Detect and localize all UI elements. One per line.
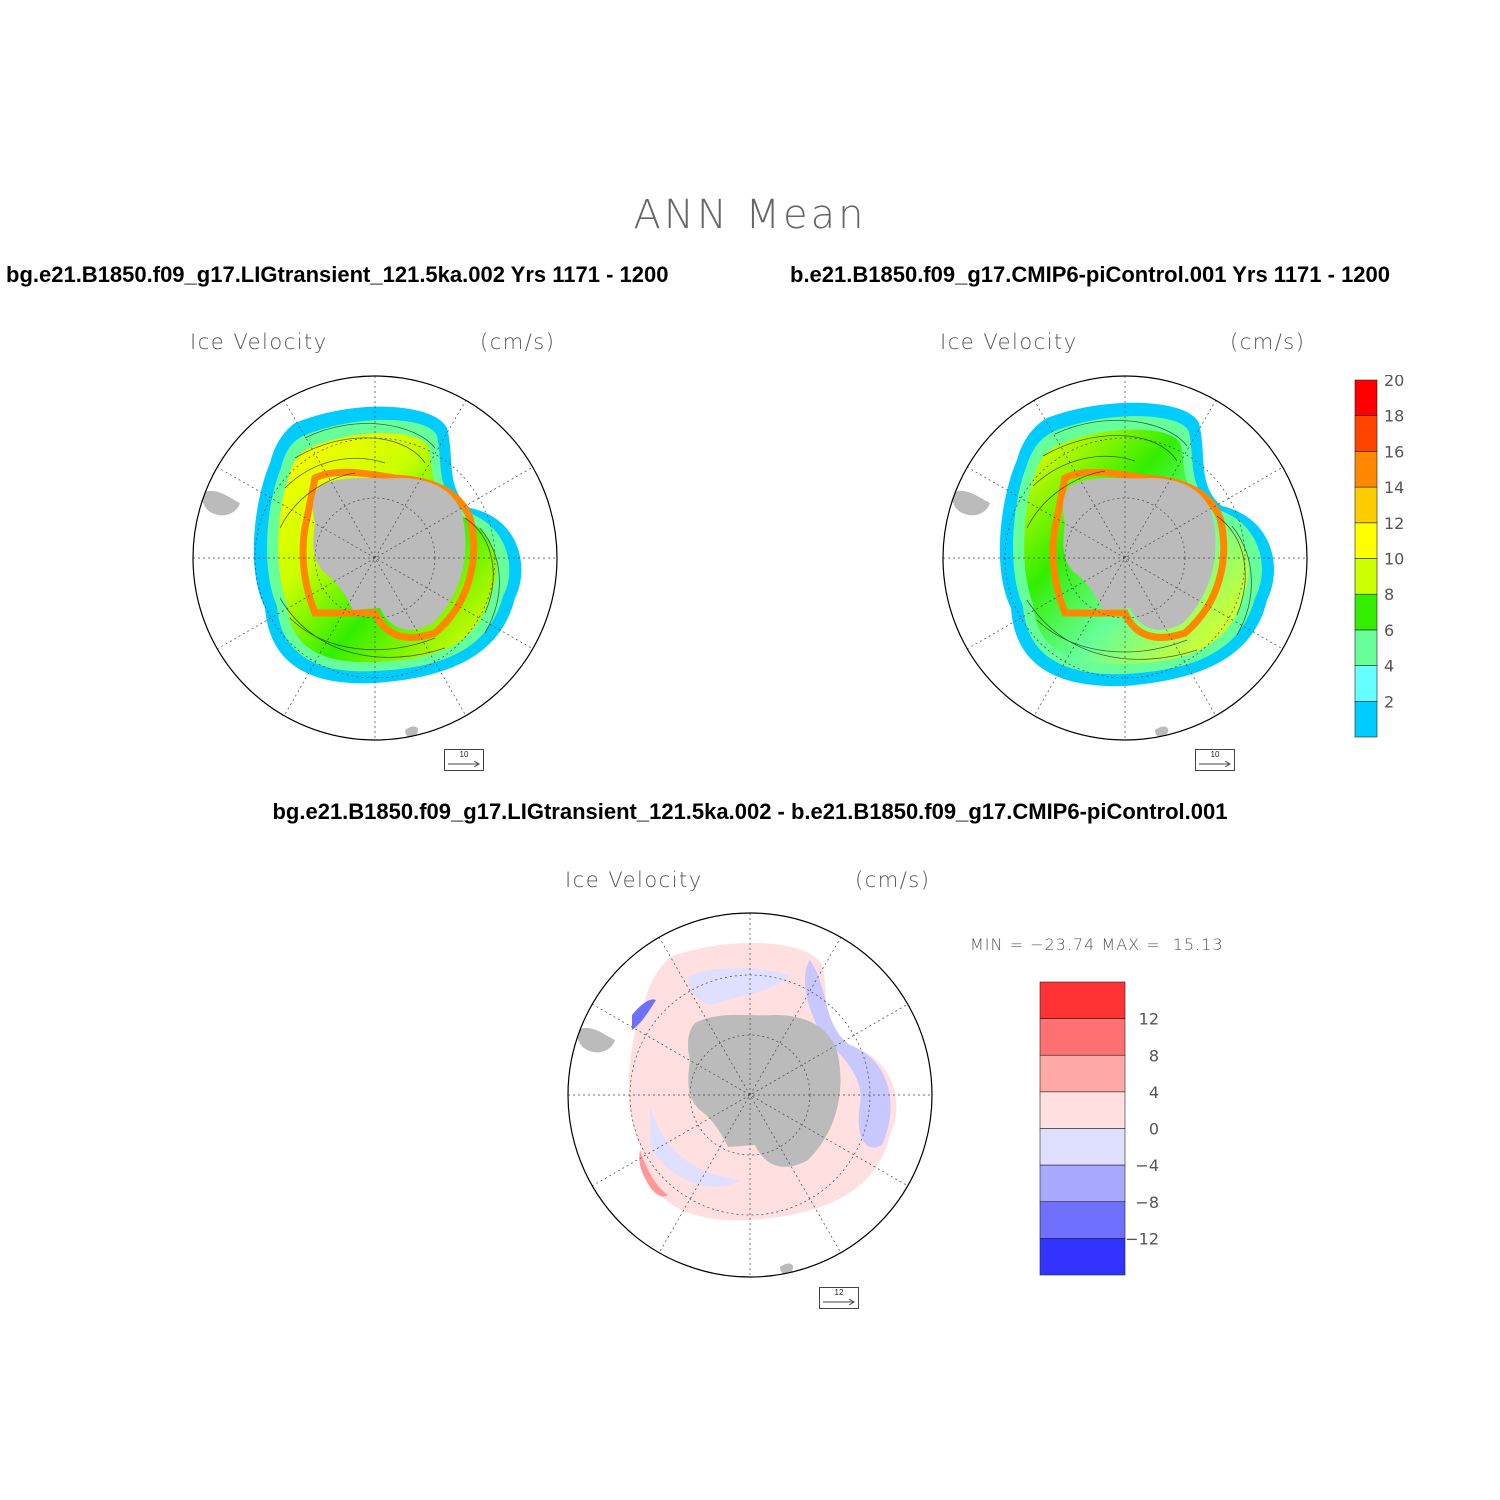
case2-units-label: (cm/s)	[1230, 330, 1306, 354]
colorbar-swatch	[1039, 1091, 1126, 1129]
fast-ice-band	[1049, 468, 1228, 641]
colorbar-swatch	[1354, 522, 1378, 559]
diff-map	[567, 912, 933, 1278]
colorbar-swatch	[1354, 665, 1378, 702]
colorbar-tick-label: 2	[1384, 692, 1394, 711]
colorbar-tick-label: 8	[1149, 1046, 1159, 1065]
antarctica-land	[1062, 477, 1216, 630]
colorbar-tick-label: 4	[1384, 657, 1394, 676]
case1-title: bg.e21.B1850.f09_g17.LIGtransient_121.5k…	[6, 262, 669, 287]
fast-ice-band	[299, 468, 478, 641]
case2-map-contents	[943, 376, 1307, 740]
antarctica-land	[312, 477, 466, 630]
case1-map	[192, 375, 558, 741]
reference-vector-label: 10	[459, 750, 469, 759]
colorbar-swatch	[1354, 593, 1378, 631]
diff-negative-patch	[804, 960, 891, 1148]
diff-negative-patch	[688, 968, 790, 1005]
colorbar-tick-label: 10	[1384, 550, 1404, 569]
arrow-right-icon	[1199, 761, 1231, 767]
reference-vector-label: 12	[834, 1288, 844, 1297]
colorbar-tick-label: −8	[1135, 1193, 1159, 1212]
graticule	[193, 376, 557, 740]
colorbar-swatch	[1039, 1054, 1126, 1093]
reference-vector-label: 10	[1210, 750, 1220, 759]
colorbar-swatch	[1354, 415, 1378, 452]
diff-field-label: Ice Velocity	[565, 868, 703, 892]
figure-title: ANN Mean	[633, 192, 867, 238]
south-america-land	[202, 490, 240, 516]
diff-units-label: (cm/s)	[855, 868, 931, 892]
graticule	[568, 913, 932, 1277]
colorbar-swatch	[1039, 981, 1126, 1019]
colorbar-swatch	[1039, 1128, 1126, 1166]
colorbar-swatch	[1039, 1164, 1126, 1203]
colorbar-swatch	[1039, 1201, 1126, 1239]
max-label: MAX =	[1101, 935, 1161, 954]
case1-field-label: Ice Velocity	[190, 330, 328, 354]
colorbar-tick-label: −12	[1125, 1229, 1159, 1248]
case2-map	[942, 375, 1308, 741]
colorbar-swatch	[1039, 1238, 1126, 1276]
antarctica-land	[687, 1014, 841, 1167]
colorbar-tick-label: 0	[1149, 1120, 1159, 1139]
diff-negative-patch	[650, 1105, 740, 1187]
new-zealand-land	[780, 1263, 794, 1275]
min-label: MIN =	[970, 935, 1024, 954]
case2-field-label: Ice Velocity	[940, 330, 1078, 354]
colorbar-tick-label: 4	[1149, 1083, 1159, 1102]
diff-title: bg.e21.B1850.f09_g17.LIGtransient_121.5k…	[272, 799, 1228, 824]
colorbar-ice-speed-difference: 12 8 4 0 −4 −8 −12	[1039, 981, 1159, 1276]
diff-reference-vector: 12	[819, 1287, 859, 1309]
colorbar-tick-label: 14	[1384, 478, 1404, 497]
new-zealand-land	[1155, 726, 1169, 738]
diff-positive-patch	[639, 1150, 668, 1197]
case1-reference-vector: 10	[444, 749, 484, 771]
new-zealand-land	[405, 726, 419, 738]
colorbar-tick-label: 16	[1384, 442, 1404, 461]
colorbar-tick-label: 12	[1139, 1010, 1159, 1029]
arrow-right-icon	[448, 761, 480, 767]
diff-min-max: MIN = −23.74 MAX = 15.13	[970, 935, 1224, 954]
diff-negative-patch	[632, 999, 656, 1030]
colorbar-tick-label: 20	[1384, 375, 1404, 390]
case1-units-label: (cm/s)	[480, 330, 556, 354]
max-value: 15.13	[1172, 935, 1224, 954]
case1-map-contents	[193, 376, 557, 740]
colorbar-swatch	[1354, 558, 1378, 595]
colorbar-tick-label: 12	[1384, 514, 1404, 533]
colorbar-swatch	[1354, 700, 1378, 738]
colorbar-tick-label: 8	[1384, 585, 1394, 604]
colorbar-swatch	[1354, 486, 1378, 524]
case2-title: b.e21.B1850.f09_g17.CMIP6-piControl.001 …	[790, 262, 1391, 287]
diff-map-contents	[568, 913, 932, 1277]
colorbar-ice-speed: 2 4 6 8 10 12 14 16 18 20	[1354, 375, 1404, 738]
south-america-land	[952, 490, 990, 516]
min-value: −23.74	[1030, 935, 1096, 954]
colorbar-swatch	[1039, 1018, 1126, 1056]
colorbar-tick-label: 6	[1384, 621, 1394, 640]
arrow-right-icon	[823, 1299, 855, 1305]
graticule	[943, 376, 1307, 740]
case2-reference-vector: 10	[1195, 749, 1235, 771]
colorbar-tick-label: −4	[1135, 1156, 1159, 1175]
colorbar-tick-label: 18	[1384, 407, 1404, 426]
colorbar-swatch	[1354, 629, 1378, 666]
colorbar-swatch	[1354, 451, 1378, 488]
ice-drift-vectors	[1026, 419, 1252, 660]
south-america-land	[577, 1027, 615, 1053]
colorbar-swatch	[1354, 379, 1378, 417]
